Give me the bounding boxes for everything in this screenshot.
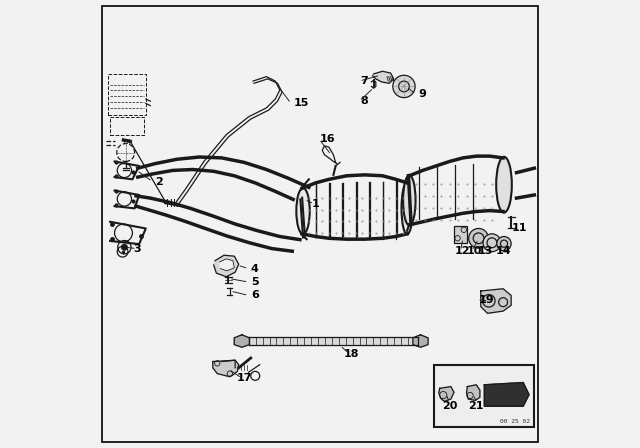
Polygon shape xyxy=(372,71,394,83)
Circle shape xyxy=(497,237,511,251)
Text: 1: 1 xyxy=(312,199,319,209)
Circle shape xyxy=(483,234,501,252)
Text: 00 25 02: 00 25 02 xyxy=(500,418,530,424)
Ellipse shape xyxy=(496,157,512,213)
Circle shape xyxy=(393,75,415,98)
Text: 11: 11 xyxy=(512,224,527,233)
Text: 18: 18 xyxy=(344,349,359,358)
Text: 6: 6 xyxy=(251,290,259,301)
Text: 7: 7 xyxy=(360,76,368,86)
Text: 4: 4 xyxy=(251,264,259,274)
Text: 16: 16 xyxy=(320,134,335,144)
Text: 21: 21 xyxy=(468,401,484,411)
Polygon shape xyxy=(439,387,454,401)
Polygon shape xyxy=(213,360,239,377)
Text: 20: 20 xyxy=(442,401,457,411)
Text: 8: 8 xyxy=(360,96,368,106)
Bar xyxy=(454,226,467,243)
Polygon shape xyxy=(481,289,511,313)
Text: 10: 10 xyxy=(467,246,482,256)
Circle shape xyxy=(468,228,488,248)
Polygon shape xyxy=(234,335,250,347)
Ellipse shape xyxy=(296,188,310,234)
Polygon shape xyxy=(220,259,234,271)
Polygon shape xyxy=(413,335,428,347)
Circle shape xyxy=(121,244,127,250)
Text: 19: 19 xyxy=(479,295,494,305)
Bar xyxy=(434,365,534,427)
Ellipse shape xyxy=(401,182,413,234)
Ellipse shape xyxy=(403,175,415,225)
Bar xyxy=(108,74,146,115)
Text: 12: 12 xyxy=(455,246,470,256)
Text: 3: 3 xyxy=(133,244,141,254)
Text: 14: 14 xyxy=(495,246,511,256)
Bar xyxy=(110,117,143,135)
Polygon shape xyxy=(248,336,419,345)
Polygon shape xyxy=(467,385,480,401)
Text: 9: 9 xyxy=(419,90,426,99)
Text: 5: 5 xyxy=(251,277,259,287)
Text: 13: 13 xyxy=(477,246,493,256)
Polygon shape xyxy=(214,255,239,277)
Text: 15: 15 xyxy=(293,99,308,108)
Text: 2: 2 xyxy=(155,177,163,186)
Text: 17: 17 xyxy=(236,373,252,383)
Polygon shape xyxy=(484,383,529,406)
